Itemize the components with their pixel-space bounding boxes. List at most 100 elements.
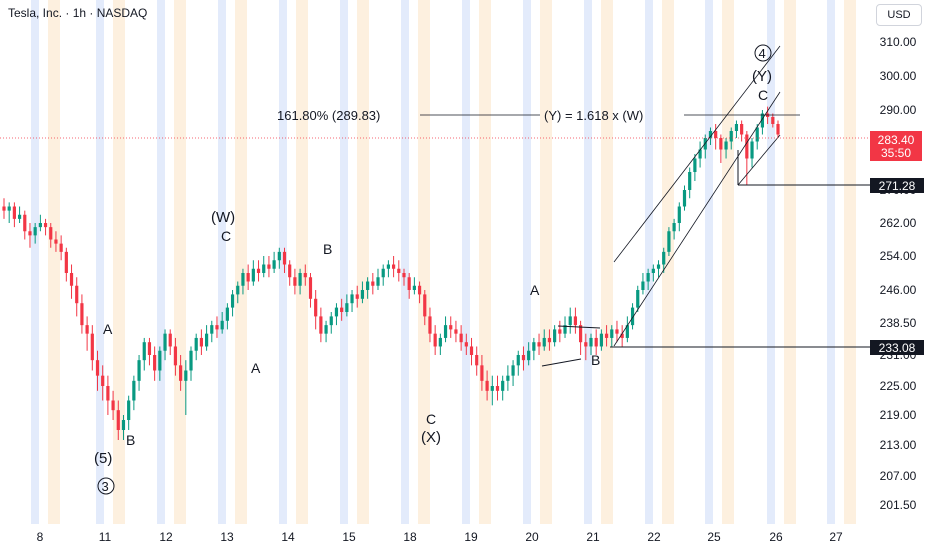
- candle-body[interactable]: [428, 316, 432, 334]
- candle-body[interactable]: [340, 307, 344, 312]
- candle-body[interactable]: [693, 158, 697, 173]
- candle-body[interactable]: [7, 206, 11, 211]
- candle-body[interactable]: [599, 333, 603, 347]
- candle-body[interactable]: [729, 131, 733, 142]
- candle-body[interactable]: [672, 223, 676, 232]
- candle-body[interactable]: [511, 365, 515, 376]
- candle-body[interactable]: [714, 131, 718, 138]
- candle-body[interactable]: [537, 342, 541, 347]
- candle-body[interactable]: [241, 273, 245, 286]
- candle-body[interactable]: [80, 303, 84, 326]
- candle-body[interactable]: [101, 375, 105, 386]
- candle-body[interactable]: [366, 281, 370, 291]
- candle-body[interactable]: [23, 214, 27, 232]
- candle-body[interactable]: [521, 355, 526, 361]
- candle-body[interactable]: [386, 264, 391, 269]
- x-axis-panel[interactable]: [0, 524, 870, 550]
- candle-body[interactable]: [28, 231, 32, 236]
- candle-body[interactable]: [142, 342, 146, 361]
- candle-body[interactable]: [412, 285, 416, 290]
- candle-body[interactable]: [558, 329, 562, 334]
- candle-body[interactable]: [303, 273, 307, 278]
- candle-body[interactable]: [584, 342, 588, 347]
- candle-body[interactable]: [360, 290, 365, 299]
- candle-body[interactable]: [324, 325, 328, 334]
- candle-body[interactable]: [376, 277, 380, 286]
- candle-body[interactable]: [604, 333, 609, 338]
- candle-body[interactable]: [2, 206, 6, 211]
- candle-body[interactable]: [17, 214, 22, 219]
- candle-body[interactable]: [236, 285, 240, 295]
- candle-body[interactable]: [662, 251, 666, 265]
- candle-body[interactable]: [69, 273, 74, 286]
- candle-body[interactable]: [210, 325, 214, 334]
- candle-body[interactable]: [38, 223, 42, 228]
- candle-body[interactable]: [563, 325, 567, 334]
- candle-body[interactable]: [334, 307, 339, 317]
- candle-body[interactable]: [199, 337, 203, 347]
- candle-body[interactable]: [677, 206, 681, 224]
- candle-body[interactable]: [153, 355, 157, 371]
- candle-body[interactable]: [573, 316, 578, 326]
- candle-body[interactable]: [49, 227, 53, 240]
- candle-body[interactable]: [542, 337, 546, 347]
- y-axis-panel[interactable]: [870, 0, 932, 550]
- candle-body[interactable]: [656, 264, 661, 269]
- candle-body[interactable]: [397, 268, 401, 273]
- candle-body[interactable]: [423, 294, 427, 317]
- candle-body[interactable]: [495, 386, 500, 391]
- candle-body[interactable]: [371, 281, 375, 286]
- candle-body[interactable]: [745, 134, 749, 159]
- candle-body[interactable]: [106, 386, 110, 401]
- candle-body[interactable]: [402, 273, 406, 278]
- candle-body[interactable]: [298, 273, 302, 286]
- candle-body[interactable]: [771, 117, 775, 124]
- candle-body[interactable]: [132, 380, 136, 401]
- candle-body[interactable]: [667, 231, 671, 252]
- candle-body[interactable]: [433, 333, 437, 347]
- candle-body[interactable]: [776, 124, 780, 135]
- channel-lower-line[interactable]: [737, 134, 781, 186]
- candle-body[interactable]: [272, 260, 276, 269]
- candle-body[interactable]: [516, 355, 520, 366]
- candle-body[interactable]: [553, 329, 557, 343]
- candle-body[interactable]: [589, 337, 593, 347]
- candle-body[interactable]: [12, 206, 16, 219]
- candle-body[interactable]: [194, 337, 198, 351]
- candle-body[interactable]: [594, 337, 598, 347]
- candle-body[interactable]: [620, 333, 624, 338]
- candle-body[interactable]: [90, 333, 94, 361]
- candle-body[interactable]: [355, 294, 359, 299]
- candle-body[interactable]: [256, 268, 261, 273]
- candle-body[interactable]: [750, 141, 754, 159]
- candle-body[interactable]: [95, 360, 100, 376]
- candle-body[interactable]: [391, 264, 396, 269]
- candle-body[interactable]: [54, 239, 58, 244]
- wave-b-triangle-top[interactable]: [557, 325, 601, 329]
- channel-middle-line[interactable]: [613, 91, 781, 347]
- candle-body[interactable]: [137, 360, 141, 381]
- candle-body[interactable]: [262, 264, 266, 274]
- candle-body[interactable]: [760, 113, 765, 128]
- candle-body[interactable]: [651, 268, 655, 273]
- candle-body[interactable]: [225, 307, 229, 321]
- candle-body[interactable]: [147, 342, 152, 355]
- candle-body[interactable]: [116, 410, 120, 430]
- candle-body[interactable]: [443, 325, 448, 338]
- candle-body[interactable]: [734, 124, 739, 131]
- candle-body[interactable]: [293, 277, 297, 286]
- candle-body[interactable]: [173, 346, 178, 366]
- candle-body[interactable]: [85, 325, 89, 334]
- candle-body[interactable]: [111, 400, 115, 411]
- candle-body[interactable]: [246, 273, 250, 282]
- candle-body[interactable]: [454, 329, 458, 334]
- candle-body[interactable]: [75, 285, 79, 304]
- candle-body[interactable]: [127, 400, 131, 421]
- candle-body[interactable]: [490, 386, 494, 391]
- candle-body[interactable]: [469, 346, 474, 355]
- candle-body[interactable]: [532, 342, 536, 351]
- candle-body[interactable]: [350, 294, 354, 304]
- candle-body[interactable]: [527, 350, 531, 361]
- candle-body[interactable]: [485, 380, 489, 391]
